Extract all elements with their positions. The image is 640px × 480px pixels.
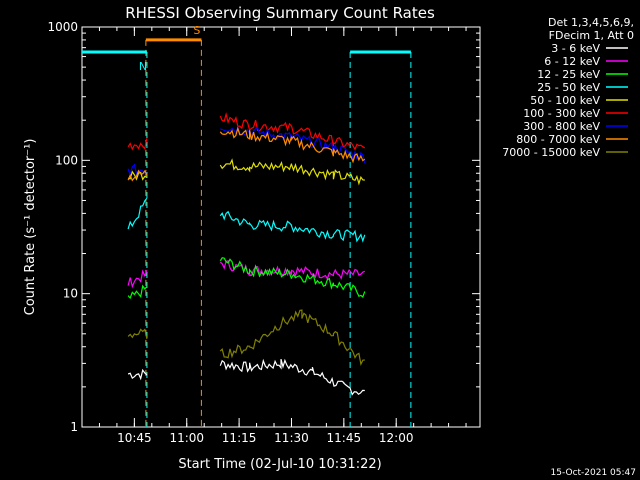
chart-title: RHESSI Observing Summary Count Rates [125, 4, 435, 22]
series-line [127, 368, 148, 381]
series-line [219, 358, 365, 396]
series-line [127, 328, 148, 340]
series-line [127, 269, 148, 289]
x-axis-label: Start Time (02-Jul-10 10:31:22) [178, 457, 381, 472]
flag-label: S [193, 24, 200, 37]
legend-label: 7000 - 15000 keV [502, 146, 600, 159]
series-line [127, 169, 148, 182]
legend-label: 25 - 50 keV [537, 81, 600, 94]
x-axis: 10:45 11:00 11:15 11:30 11:45 12:00 [81, 27, 467, 445]
series-line [219, 257, 366, 299]
y-axis-label: Count Rate (s⁻¹ detector⁻¹) [23, 139, 38, 316]
legend-label: 3 - 6 keV [551, 42, 600, 55]
y-tick-label: 1 [70, 420, 78, 434]
series-line [127, 138, 148, 151]
legend-label: 50 - 100 keV [530, 94, 600, 107]
y-tick-label: 1000 [47, 20, 78, 34]
observing-flags: SN [82, 24, 412, 427]
series-line [219, 126, 366, 164]
series-line [220, 125, 366, 164]
legend: Det 1,3,4,5,6,9,FDecim 1, Att 03 - 6 keV… [502, 16, 634, 159]
series-line [128, 170, 148, 181]
series-line [219, 309, 365, 366]
y-tick-label: 10 [63, 287, 78, 301]
series-line [219, 111, 366, 151]
y-tick-label: 100 [55, 153, 78, 167]
legend-label: 800 - 7000 keV [516, 133, 600, 146]
series-line [127, 284, 148, 300]
legend-label: 100 - 300 keV [523, 107, 600, 120]
legend-header: FDecim 1, Att 0 [549, 29, 634, 42]
series-line [127, 197, 148, 230]
legend-label: 12 - 25 keV [537, 68, 600, 81]
y-axis: 1 10 100 1000 [47, 20, 480, 434]
x-tick-label: 12:00 [379, 431, 414, 445]
timestamp: 15-Oct-2021 05:47 [551, 468, 636, 478]
plot-frame [81, 26, 481, 428]
series-line [219, 158, 365, 186]
series-group [127, 111, 366, 396]
series-line [219, 210, 366, 243]
x-tick-label: 11:45 [327, 431, 362, 445]
x-tick-label: 10:45 [117, 431, 152, 445]
x-tick-label: 11:30 [274, 431, 309, 445]
legend-header: Det 1,3,4,5,6,9, [548, 16, 634, 29]
legend-label: 6 - 12 keV [544, 55, 600, 68]
x-tick-label: 11:15 [222, 431, 257, 445]
flag-label: N [139, 60, 147, 73]
legend-label: 300 - 800 keV [523, 120, 600, 133]
x-tick-label: 11:00 [169, 431, 204, 445]
